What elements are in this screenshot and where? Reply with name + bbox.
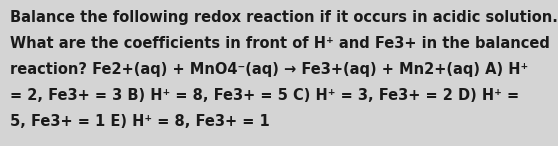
Text: reaction? Fe2+(aq) + MnO4⁻(aq) → Fe3+(aq) + Mn2+(aq) A) H⁺: reaction? Fe2+(aq) + MnO4⁻(aq) → Fe3+(aq… bbox=[10, 62, 528, 77]
Text: What are the coefficients in front of H⁺ and Fe3+ in the balanced: What are the coefficients in front of H⁺… bbox=[10, 36, 550, 51]
Text: 5, Fe3+ = 1 E) H⁺ = 8, Fe3+ = 1: 5, Fe3+ = 1 E) H⁺ = 8, Fe3+ = 1 bbox=[10, 114, 270, 129]
Text: Balance the following redox reaction if it occurs in acidic solution.: Balance the following redox reaction if … bbox=[10, 10, 558, 25]
Text: = 2, Fe3+ = 3 B) H⁺ = 8, Fe3+ = 5 C) H⁺ = 3, Fe3+ = 2 D) H⁺ =: = 2, Fe3+ = 3 B) H⁺ = 8, Fe3+ = 5 C) H⁺ … bbox=[10, 88, 519, 103]
